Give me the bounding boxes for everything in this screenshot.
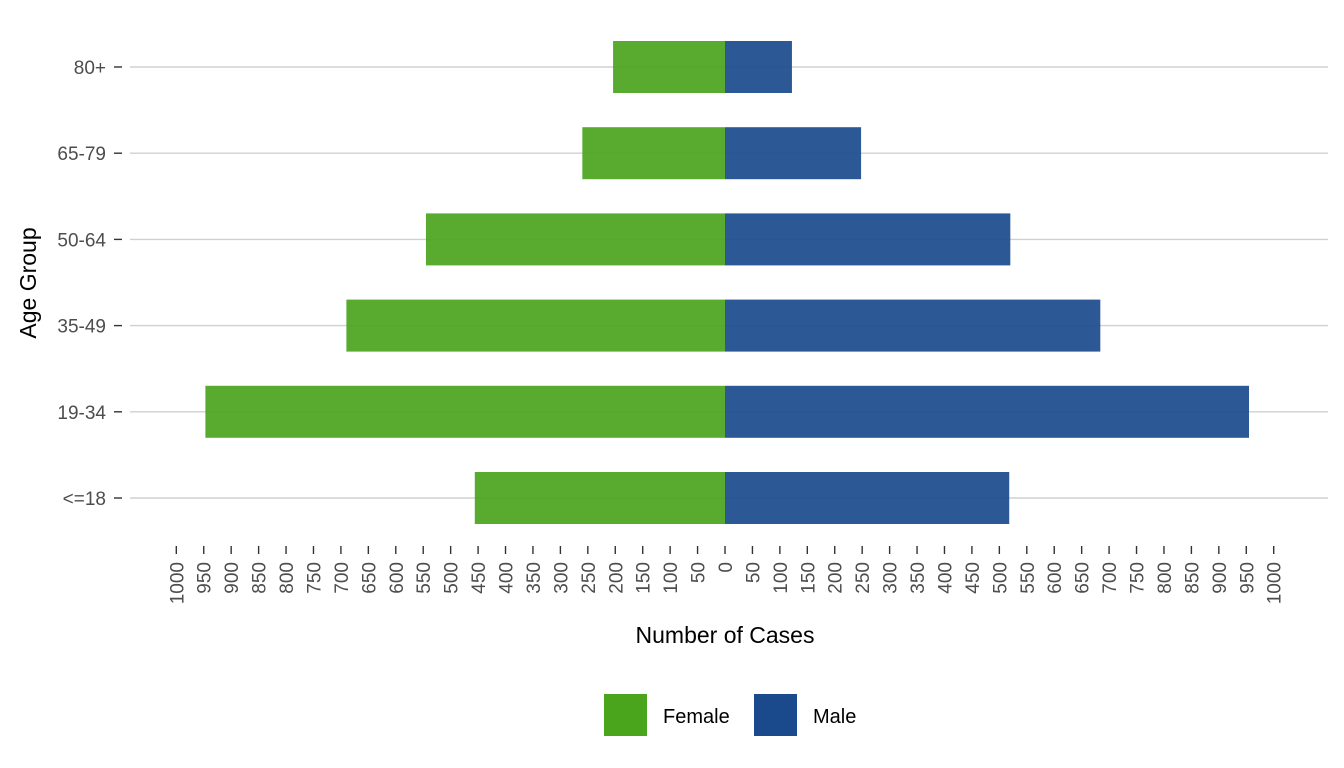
x-tick-label: 600 (387, 562, 408, 594)
x-tick-label: 500 (442, 562, 463, 594)
x-tick-label: 900 (1210, 562, 1231, 594)
x-tick-label: 750 (1128, 562, 1149, 594)
x-tick-label: 250 (853, 562, 874, 594)
x-tick-label: 500 (990, 562, 1011, 594)
x-tick-label: 450 (469, 562, 490, 594)
x-tick-label: 250 (579, 562, 600, 594)
x-axis: 1000 950 900 850 800 750 700 650 600 550 500 450 400… (167, 546, 1286, 604)
x-tick-label: 400 (497, 562, 518, 594)
x-tick-label: 850 (1182, 562, 1203, 594)
bar-female (205, 385, 725, 438)
bar-male (725, 41, 792, 93)
x-tick-label: 200 (826, 562, 847, 594)
x-tick-label: 300 (551, 562, 572, 594)
y-tick-label: 35-49 (57, 317, 106, 338)
x-tick-label: 700 (1100, 562, 1121, 594)
y-tick-label: 65-79 (57, 144, 106, 165)
x-tick-label: 700 (332, 562, 353, 594)
bar-female (582, 127, 725, 180)
x-tick-label: 300 (881, 562, 902, 594)
legend-swatch-female (604, 694, 647, 736)
x-tick-label: 400 (935, 562, 956, 594)
y-tick-label: 80+ (74, 58, 106, 79)
x-tick-label: 750 (304, 562, 325, 594)
bar-male (725, 127, 862, 180)
x-tick-label: 100 (661, 562, 682, 594)
x-tick-label: 50 (689, 562, 710, 583)
legend: Female Male (604, 694, 856, 736)
bar-female (425, 213, 725, 266)
x-tick-label: 200 (606, 562, 627, 594)
bars (205, 41, 1250, 524)
y-tick-label: 50-64 (57, 230, 106, 251)
bar-male (725, 213, 1011, 266)
x-tick-label: 550 (414, 562, 435, 594)
x-tick-label: 1000 (167, 562, 188, 604)
y-axis-title: Age Group (15, 227, 41, 338)
x-tick-label: 800 (1155, 562, 1176, 594)
x-tick-label: 150 (798, 562, 819, 594)
x-tick-label: 950 (1237, 562, 1258, 594)
y-tick-label: <=18 (63, 489, 106, 510)
x-tick-label: 550 (1018, 562, 1039, 594)
x-tick-label: 1000 (1265, 562, 1286, 604)
x-tick-label: 600 (1045, 562, 1066, 594)
x-tick-label: 650 (1073, 562, 1094, 594)
bar-male (725, 472, 1010, 524)
bar-male (725, 299, 1101, 352)
x-tick-label: 450 (963, 562, 984, 594)
x-tick-label: 50 (743, 562, 764, 583)
bar-female (474, 472, 725, 524)
x-tick-label: 0 (716, 562, 737, 573)
x-tick-label: 650 (359, 562, 380, 594)
bar-male (725, 385, 1250, 438)
legend-swatch-male (754, 694, 797, 736)
y-axis: <=18 19-34 35-49 50-64 65-79 80+ (57, 58, 122, 510)
x-tick-label: 950 (195, 562, 216, 594)
x-tick-label: 800 (277, 562, 298, 594)
y-tick-label: 19-34 (57, 403, 106, 424)
legend-label-male: Male (813, 706, 856, 728)
x-tick-label: 150 (634, 562, 655, 594)
legend-label-female: Female (663, 706, 730, 728)
x-tick-label: 850 (250, 562, 271, 594)
x-tick-label: 900 (222, 562, 243, 594)
bar-female (613, 41, 725, 93)
x-tick-label: 350 (908, 562, 929, 594)
bar-female (346, 299, 725, 352)
x-axis-title: Number of Cases (636, 622, 815, 648)
x-tick-label: 100 (771, 562, 792, 594)
x-tick-label: 350 (524, 562, 545, 594)
